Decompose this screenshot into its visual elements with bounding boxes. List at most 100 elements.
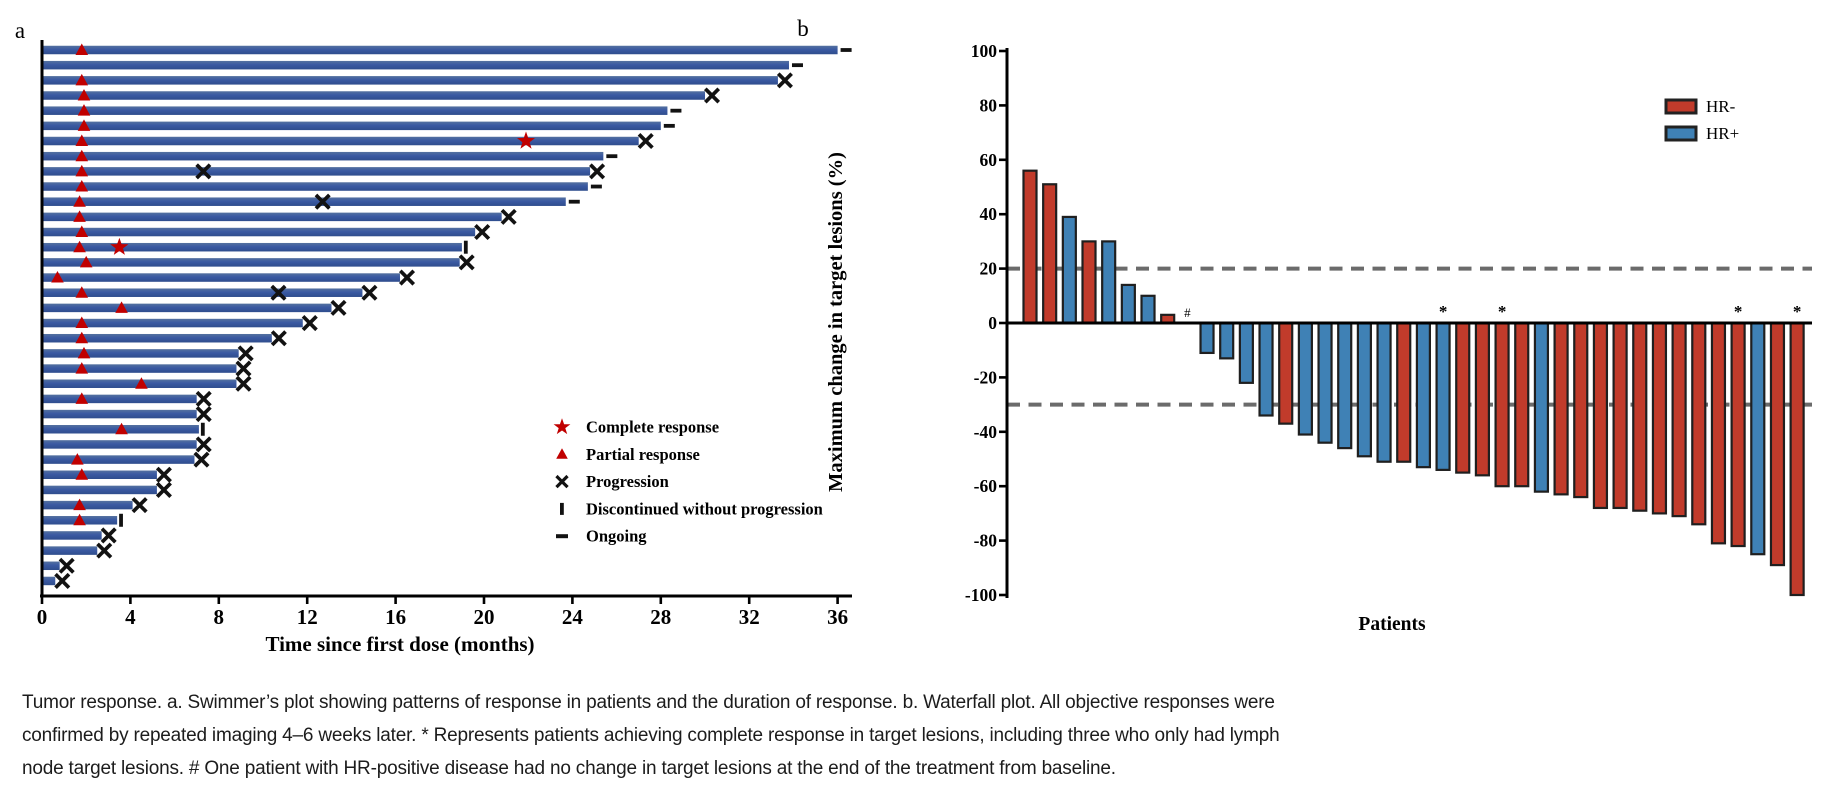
waterfall-bar (1081, 240, 1097, 325)
swimmer-row (42, 299, 347, 316)
partial-response-marker (77, 346, 91, 359)
waterfall-bar (1553, 321, 1569, 496)
legend-label: Complete response (586, 418, 719, 437)
legend-label: Discontinued without progression (586, 499, 823, 518)
progression-marker (155, 466, 172, 483)
complete-response-icon (553, 418, 571, 435)
waterfall-bar (1750, 321, 1766, 556)
swimmer-row (42, 237, 468, 255)
swimmer-bar (42, 546, 98, 555)
waterfall-bar (1789, 321, 1805, 597)
progression-marker (195, 390, 212, 407)
partial-response-marker (75, 164, 89, 177)
legend-item: Ongoing (556, 527, 647, 546)
partial-response-marker (51, 271, 64, 283)
swimmer-row (42, 72, 793, 89)
swimmer-row (42, 466, 172, 483)
ongoing-marker (606, 154, 618, 159)
swimmer-bar (42, 531, 102, 540)
waterfall-bar (1317, 321, 1333, 444)
swimmer-bar (42, 212, 502, 222)
legend-item: Complete response (553, 418, 719, 437)
swimmer-row (42, 254, 475, 271)
swimmer-row (42, 330, 287, 347)
waterfall-bar (1730, 321, 1746, 548)
x-axis-title: Time since first dose (months) (265, 632, 534, 656)
progression-marker (237, 345, 254, 362)
hr-negative-swatch (1664, 98, 1698, 115)
waterfall-bar (1042, 183, 1058, 325)
discontinued-marker (200, 422, 205, 436)
progression-marker (399, 269, 416, 286)
caption-line-2: confirmed by repeated imaging 4–6 weeks … (22, 725, 1280, 746)
waterfall-bar (1297, 321, 1313, 436)
legend-label: Progression (586, 472, 669, 491)
partial-response-marker (75, 180, 89, 192)
swimmer-bar (42, 470, 157, 480)
waterfall-bar (1435, 321, 1451, 471)
swimmer-row (42, 43, 852, 55)
swimmer-bar (42, 273, 401, 282)
swimmer-bar (42, 121, 661, 131)
progression-marker (776, 72, 793, 89)
swimmer-row (42, 269, 416, 286)
partial-response-marker (75, 225, 89, 238)
partial-response-marker (79, 255, 93, 268)
y-axis-title: Maximum change in target lesions (%) (825, 152, 847, 492)
swimmer-row (42, 193, 580, 210)
discontinued-marker (463, 240, 468, 254)
waterfall-bar (1238, 321, 1254, 384)
swimmer-row (42, 527, 117, 544)
partial-response-marker (75, 43, 89, 55)
partial-response-marker (75, 468, 89, 480)
partial-response-marker (73, 513, 86, 526)
partial-response-marker (75, 134, 89, 147)
waterfall-bar (1278, 321, 1294, 425)
progression-marker (301, 315, 318, 332)
swimmer-row (42, 360, 252, 377)
x-axis-tick-label: 36 (827, 605, 848, 629)
swimmer-bar (42, 106, 668, 115)
complete-response-asterisk: * (1498, 302, 1507, 321)
x-axis-tick-label: 28 (650, 605, 671, 629)
y-axis-tick-label: 60 (980, 150, 998, 170)
swimmer-bar (42, 151, 604, 161)
waterfall-bar (1101, 240, 1117, 325)
discontinued-marker (119, 513, 123, 527)
legend-item: Discontinued without progression (560, 499, 823, 518)
waterfall-bar (1022, 169, 1038, 325)
no-change-hash: # (1184, 305, 1191, 320)
waterfall-bar (1337, 321, 1353, 450)
waterfall-bar (1376, 321, 1392, 463)
progression-marker (54, 572, 71, 589)
swimmer-row (42, 390, 212, 407)
partial-response-marker (115, 301, 128, 313)
partial-response-marker (75, 316, 89, 329)
discontinued-icon (560, 502, 564, 515)
progression-marker (100, 527, 117, 544)
swimmer-row (42, 375, 252, 392)
complete-response-asterisk: * (1793, 302, 1802, 321)
swimmer-bar (42, 349, 239, 358)
partial-response-marker (135, 377, 148, 389)
figure-caption: Tumor response. a. Swimmer’s plot showin… (22, 686, 1582, 785)
legend-label: HR+ (1706, 124, 1739, 143)
waterfall-bar (1573, 321, 1589, 499)
partial-response-marker (71, 453, 84, 465)
swimmer-row (42, 345, 254, 362)
progression-marker (637, 133, 654, 150)
y-axis-tick-label: 80 (980, 95, 998, 115)
partial-response-marker (73, 195, 86, 207)
y-axis-tick-label: 20 (980, 259, 998, 279)
waterfall-bar (1533, 321, 1550, 493)
swimmer-row (42, 513, 123, 527)
ongoing-marker (568, 199, 580, 204)
x-axis-tick-label: 32 (739, 605, 760, 629)
swimmer-bar (42, 167, 591, 176)
swimmer-bar (42, 45, 838, 55)
partial-response-marker (77, 104, 91, 116)
progression-marker (589, 163, 606, 180)
y-axis-tick-label: -80 (974, 531, 998, 551)
waterfall-bar (1710, 321, 1727, 545)
x-axis-tick-label: 24 (562, 605, 584, 629)
